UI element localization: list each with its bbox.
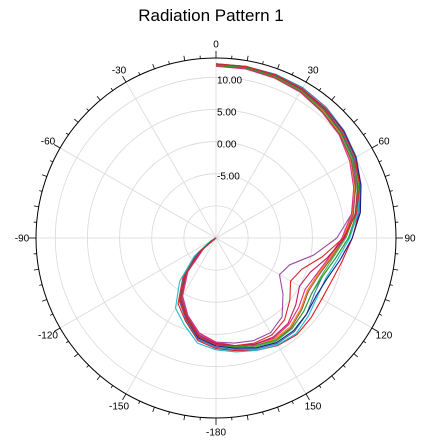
angle-tick-65 [378,160,383,163]
grid-spoke-240 [59,237,217,329]
radial-label-3: -5.00 [217,172,240,183]
grid-spoke-120 [215,237,373,329]
angle-tick-250 [42,299,47,302]
angle-tick-320 [96,96,101,101]
grid-spoke-300 [59,147,217,239]
angle-label-210: -150 [109,402,129,413]
angle-tick-100 [393,268,399,271]
angle-tick-235 [65,340,69,344]
angle-tick-10 [246,55,249,61]
angle-tick-195 [168,411,170,415]
angle-tick-315 [86,108,90,112]
angle-tick-240 [53,327,61,332]
angle-tick-155 [291,400,294,405]
angle-tick-200 [152,407,155,412]
angle-tick-75 [389,190,393,192]
angle-tick-210 [122,393,127,401]
angle-label-90: 90 [404,234,416,245]
angle-label-300: -60 [41,137,56,148]
series-line-4 [180,64,356,348]
angle-tick-170 [246,415,249,421]
angle-tick-305 [65,132,69,136]
angle-tick-135 [342,364,346,368]
series-group [174,63,362,353]
angle-tick-310 [74,118,79,123]
angle-tick-45 [342,108,346,112]
angle-tick-145 [318,385,322,389]
angle-tick-245 [49,313,54,316]
angle-tick-190 [183,415,186,421]
series-line-8 [180,65,357,348]
series-line-9 [180,63,359,347]
angle-tick-335 [138,71,141,76]
angle-tick-340 [152,64,155,69]
series-line-6 [182,65,355,347]
series-line-3 [181,63,357,344]
radial-label-0: 10.00 [217,75,242,86]
angle-label-180: -180 [206,428,226,439]
angle-tick-55 [363,132,367,136]
series-line-1 [178,63,362,350]
angle-label-30: 30 [307,65,319,76]
angle-tick-105 [389,284,393,286]
angle-tick-25 [291,71,294,76]
angle-tick-40 [331,96,336,101]
angle-tick-80 [393,205,399,208]
angle-tick-20 [277,64,280,69]
chart-title: Radiation Pattern 1 [138,6,284,25]
grid-spoke-30 [215,81,307,239]
angle-tick-110 [385,299,390,302]
angle-tick-70 [385,174,390,177]
angle-tick-205 [138,400,141,405]
angle-tick-35 [318,87,322,91]
angle-tick-215 [110,385,114,389]
grid-spoke-210 [125,237,217,395]
grid-spoke-330 [125,81,217,239]
angle-ticks [29,51,403,425]
angle-label-120: 120 [376,331,393,342]
angle-tick-120 [371,327,379,332]
angle-tick-125 [363,340,367,344]
angle-tick-225 [86,364,90,368]
angle-tick-15 [262,61,264,65]
angle-tick-115 [378,313,383,316]
angle-tick-350 [183,55,186,61]
angle-tick-220 [96,375,101,380]
angle-tick-140 [331,375,336,380]
angle-tick-260 [33,268,39,271]
angle-tick-280 [33,205,39,208]
tick-labels: 0 30 60 90 120 150 -180 -150 -120 -90 -60 -30 10.00 5… [15,40,416,439]
angle-tick-150 [305,393,310,401]
angle-tick-230 [74,353,79,358]
angle-tick-290 [42,174,47,177]
angle-tick-165 [262,411,264,415]
series-line-5 [174,63,361,353]
angle-label-330: -30 [112,65,127,76]
grid-spoke-60 [215,147,373,239]
radial-label-2: 0.00 [217,140,237,151]
angle-tick-295 [49,160,54,163]
angle-tick-255 [39,284,43,286]
angle-tick-300 [53,144,61,149]
series-line-11 [179,63,361,347]
angle-tick-160 [277,407,280,412]
radial-label-1: 5.00 [217,107,237,118]
angle-label-60: 60 [378,137,390,148]
angle-label-0: 0 [213,40,219,51]
angle-tick-345 [168,61,170,65]
angle-label-270: -90 [15,234,30,245]
angle-tick-285 [39,190,43,192]
angle-tick-325 [110,87,114,91]
angle-tick-30 [305,75,310,83]
angle-tick-60 [371,144,379,149]
angle-tick-330 [122,75,127,83]
angle-tick-130 [353,353,358,358]
angle-label-240: -120 [38,331,58,342]
angle-tick-50 [353,118,358,123]
angle-label-150: 150 [305,402,322,413]
grid-spoke-150 [215,237,307,395]
